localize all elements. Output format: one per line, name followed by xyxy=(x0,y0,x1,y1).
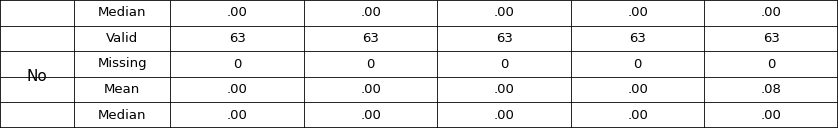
Text: .00: .00 xyxy=(494,83,515,96)
Text: 0: 0 xyxy=(500,57,509,71)
Text: 0: 0 xyxy=(366,57,375,71)
Text: 63: 63 xyxy=(362,32,379,45)
Text: .00: .00 xyxy=(227,109,248,122)
Text: Median: Median xyxy=(98,6,147,19)
Text: .00: .00 xyxy=(761,109,782,122)
Text: 63: 63 xyxy=(629,32,646,45)
Text: 0: 0 xyxy=(767,57,775,71)
Text: Missing: Missing xyxy=(97,57,147,71)
Text: 63: 63 xyxy=(763,32,779,45)
Text: No: No xyxy=(27,69,47,84)
Text: 0: 0 xyxy=(233,57,241,71)
Text: Median: Median xyxy=(98,109,147,122)
Text: .00: .00 xyxy=(628,109,648,122)
Text: .00: .00 xyxy=(628,6,648,19)
Text: .00: .00 xyxy=(360,6,381,19)
Text: 0: 0 xyxy=(634,57,642,71)
Text: .00: .00 xyxy=(360,83,381,96)
Text: .00: .00 xyxy=(227,6,248,19)
Text: .08: .08 xyxy=(761,83,782,96)
Text: Mean: Mean xyxy=(104,83,140,96)
Text: Valid: Valid xyxy=(106,32,138,45)
Text: .00: .00 xyxy=(494,6,515,19)
Text: .00: .00 xyxy=(761,6,782,19)
Text: 63: 63 xyxy=(496,32,513,45)
Text: .00: .00 xyxy=(628,83,648,96)
Text: .00: .00 xyxy=(227,83,248,96)
Text: .00: .00 xyxy=(494,109,515,122)
Text: .00: .00 xyxy=(360,109,381,122)
Text: 63: 63 xyxy=(229,32,246,45)
